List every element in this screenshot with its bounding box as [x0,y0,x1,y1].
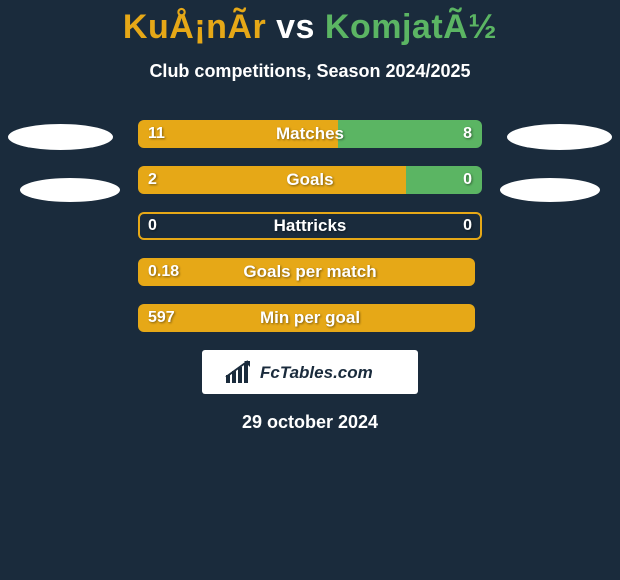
title-player2: KomjatÃ½ [325,8,497,46]
stat-label: Goals per match [138,258,482,286]
title-vs: vs [276,8,315,46]
title-player1: KuÅ¡nÃ­r [123,8,266,46]
stat-row-goals: 20Goals [138,166,482,194]
stat-row-matches: 118Matches [138,120,482,148]
date-stamp: 29 october 2024 [0,412,620,433]
stat-row-min-per-goal: 597Min per goal [138,304,482,332]
brand-box[interactable]: FcTables.com [202,350,418,394]
page-title: KuÅ¡nÃ­r vs KomjatÃ½ [0,0,620,47]
fctables-logo-icon: FcTables.com [220,357,400,387]
stat-row-goals-per-match: 0.18Goals per match [138,258,482,286]
stat-label: Hattricks [138,212,482,240]
comparison-chart: 118Matches 20Goals 00Hattricks 0.18Goals pe… [0,120,620,433]
stat-label: Goals [138,166,482,194]
brand-text: FcTables.com [260,363,373,382]
subtitle: Club competitions, Season 2024/2025 [0,61,620,82]
stat-row-hattricks: 00Hattricks [138,212,482,240]
stat-label: Min per goal [138,304,482,332]
stat-label: Matches [138,120,482,148]
